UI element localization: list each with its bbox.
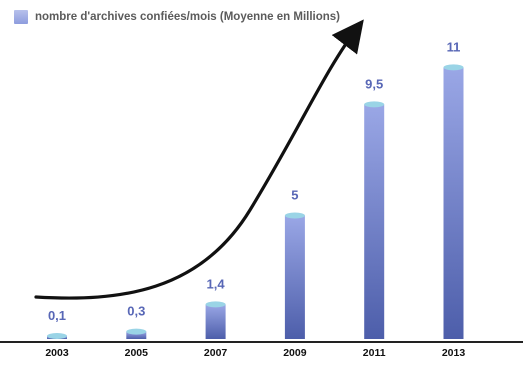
bar-2009: [284, 215, 305, 339]
bar-cap-2003: [47, 333, 67, 339]
bar-cap-2013: [443, 64, 464, 71]
bar-2013: [443, 67, 464, 339]
x-tick-label-2003: 2003: [45, 347, 69, 359]
bar-cap-2005: [126, 328, 147, 335]
legend-label: nombre d'archives confiées/mois (Moyenne…: [35, 11, 340, 23]
bar-2005: [126, 331, 147, 339]
data-label-2011: 9,5: [365, 76, 383, 91]
data-label-2013: 11: [447, 39, 461, 54]
legend-swatch: [14, 10, 28, 24]
x-tick-label-2005: 2005: [125, 347, 149, 359]
labels-layer: 0,1 0,3 1,4 5 9,5 11: [48, 39, 460, 323]
bar-cap-2011: [364, 101, 385, 108]
data-label-2009: 5: [291, 188, 298, 203]
x-tick-label-2013: 2013: [442, 347, 466, 359]
trend-arrow: [34, 19, 364, 300]
data-label-2007: 1,4: [207, 276, 226, 291]
legend: nombre d'archives confiées/mois (Moyenne…: [14, 9, 340, 25]
x-axis-ticks: 2003 2005 2007 2009 2011 2013: [45, 347, 465, 359]
bar-2007: [205, 304, 226, 339]
data-label-2003: 0,1: [48, 308, 66, 323]
bar-cap-2009: [284, 212, 305, 219]
bars-layer: [47, 64, 464, 340]
x-tick-label-2011: 2011: [363, 347, 386, 359]
x-tick-label-2007: 2007: [204, 347, 228, 359]
data-label-2005: 0,3: [127, 304, 145, 319]
bar-2011: [364, 104, 385, 340]
x-tick-label-2009: 2009: [283, 347, 307, 359]
bar-cap-2007: [205, 301, 226, 308]
